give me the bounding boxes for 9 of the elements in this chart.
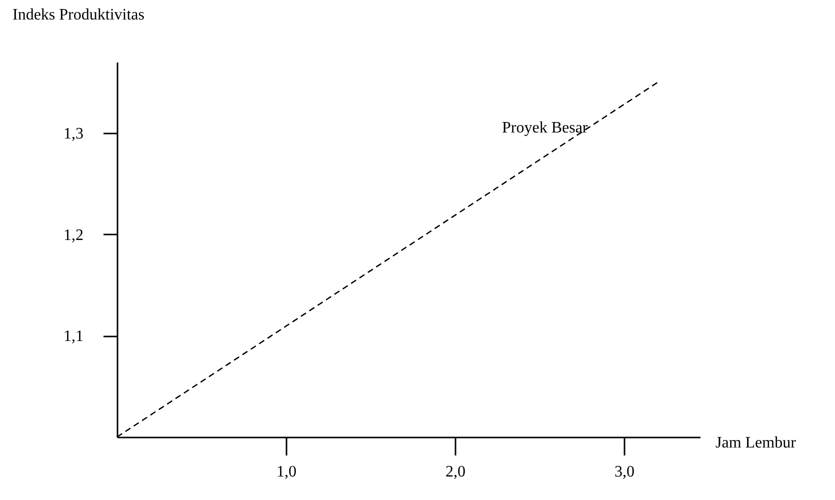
y-tick-label: 1,3 [64, 125, 84, 142]
series-label: Proyek Besar [502, 119, 588, 136]
y-axis-title: Indeks Produktivitas [12, 6, 144, 24]
x-tick-label: 3,0 [614, 464, 634, 480]
x-axis-title: Jam Lembur [716, 434, 797, 452]
y-tick-label: 1,2 [64, 226, 84, 244]
x-tick-label: 2,0 [445, 464, 466, 480]
y-tick-label: 1,1 [64, 328, 84, 346]
x-tick-label: 1,0 [276, 464, 296, 480]
